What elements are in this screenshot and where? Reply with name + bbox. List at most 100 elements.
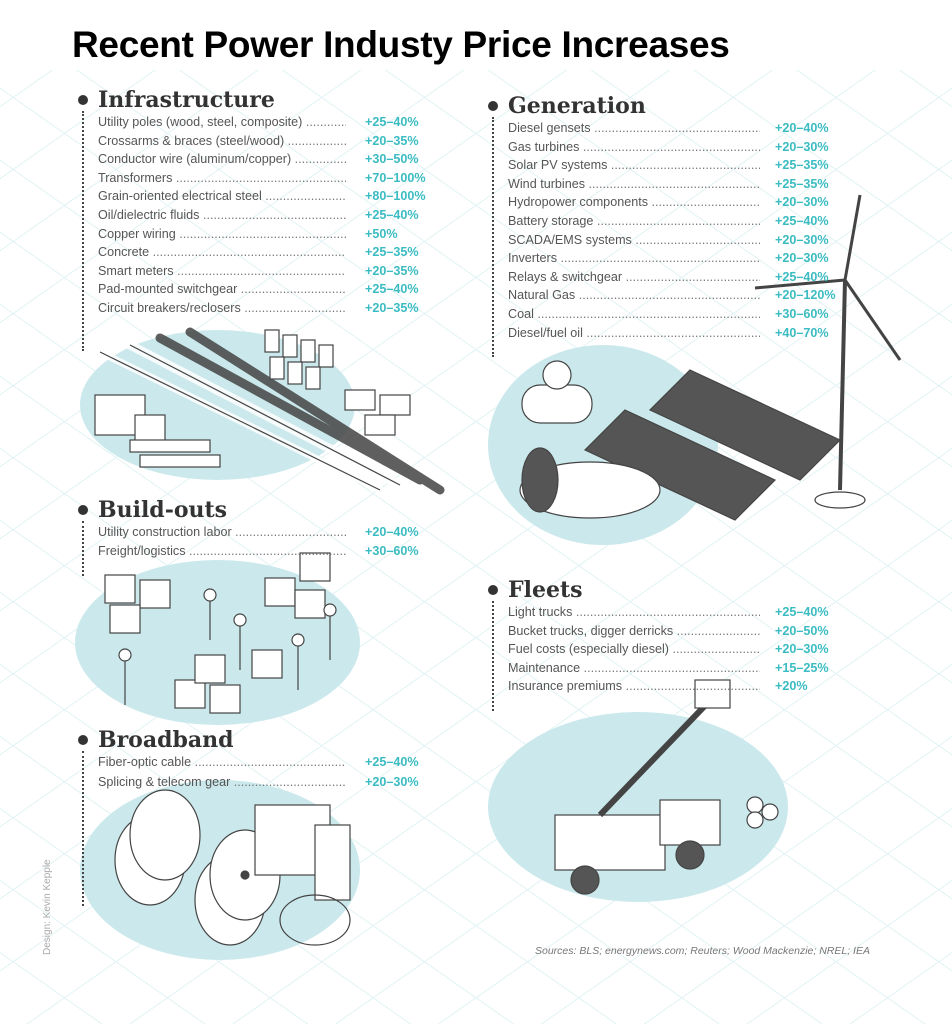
item-value: +30–60%	[775, 306, 829, 321]
section-heading: Generation	[488, 93, 760, 119]
fleets-section: Fleets Light trucks +25–40% Bucket trucks,…	[488, 577, 829, 711]
item-label: Concrete	[98, 243, 346, 262]
bucket-truck-illustration	[554, 679, 779, 895]
generation-section: Generation Diesel gensets +20–40% Gas turb…	[488, 93, 836, 357]
section-heading: Fleets	[488, 577, 760, 603]
item-label: Relays & switchgear	[508, 268, 760, 287]
item-label: Hydropower components	[508, 193, 760, 212]
heading-text: Build-outs	[98, 497, 228, 523]
list-item: Conductor wire (aluminum/copper) +30–50%	[98, 150, 419, 169]
item-value: +80–100%	[365, 189, 426, 204]
item-label: Wind turbines	[508, 175, 760, 194]
bullet-icon	[78, 735, 88, 745]
section-heading: Infrastructure	[78, 87, 346, 113]
item-label: Fuel costs (especially diesel)	[508, 640, 760, 659]
list-item: SCADA/EMS systems +20–30%	[508, 231, 829, 250]
item-label: Utility construction labor	[98, 523, 346, 542]
bullet-icon	[488, 101, 498, 111]
item-value: +25–35%	[775, 176, 829, 191]
section-heading: Build-outs	[78, 497, 346, 523]
diesel-tank-illustration	[521, 360, 593, 424]
item-value: +25–40%	[365, 282, 419, 297]
item-label: Light trucks	[508, 603, 760, 622]
item-value: +40–70%	[775, 325, 829, 340]
list-item: Circuit breakers/reclosers +20–35%	[98, 299, 419, 318]
bullet-icon	[78, 95, 88, 105]
item-value: +20–30%	[775, 139, 829, 154]
insulators-illustration	[264, 329, 334, 390]
wind-turbine-illustration	[754, 194, 902, 509]
list-item: Diesel/fuel oil +40–70%	[508, 324, 829, 343]
item-value: +15–25%	[775, 660, 829, 675]
list-item: Splicing & telecom gear +20–30%	[98, 773, 419, 793]
item-value: +20–35%	[365, 133, 419, 148]
item-value: +20–40%	[775, 121, 829, 135]
buildouts-section: Build-outs Utility construction labor +20…	[78, 497, 419, 576]
infrastructure-section: Infrastructure Utility poles (wood, stee…	[78, 87, 426, 351]
item-label: Oil/dielectric fluids	[98, 206, 346, 225]
list-item: Maintenance +15–25%	[508, 659, 829, 678]
item-value: +25–40%	[365, 755, 419, 769]
item-label: Grain-oriented electrical steel	[98, 187, 346, 206]
list-item: Light trucks +25–40%	[508, 603, 829, 622]
item-value: +20%	[775, 679, 808, 694]
item-label: Smart meters	[98, 262, 346, 281]
item-label: Inverters	[508, 249, 760, 268]
list-item: Gas turbines +20–30%	[508, 138, 829, 157]
item-value: +50%	[365, 226, 398, 241]
list-item: Insurance premiums +20%	[508, 677, 808, 696]
list-item: Bucket trucks, digger derricks +20–50%	[508, 622, 829, 641]
item-value: +20–120%	[775, 288, 836, 303]
crates-and-workers-illustration	[104, 552, 337, 714]
item-label: Pad-mounted switchgear	[98, 280, 346, 299]
list-item: Smart meters +20–35%	[98, 262, 419, 281]
list-item: Inverters +20–30%	[508, 249, 829, 268]
item-value: +20–50%	[775, 623, 829, 638]
list-item: Solar PV systems +25–35%	[508, 156, 829, 175]
list-item: Battery storage +25–40%	[508, 212, 829, 231]
solar-panels-illustration	[583, 369, 842, 521]
sources-note: Sources: BLS; energynews.com; Reuters; W…	[535, 945, 870, 957]
item-label: Crossarms & braces (steel/wood)	[98, 132, 346, 151]
item-label: Copper wiring	[98, 225, 346, 244]
broadband-section: Broadband Fiber-optic cable +25–40% Splici…	[78, 727, 419, 906]
heading-text: Generation	[508, 93, 646, 119]
item-label: Solar PV systems	[508, 156, 760, 175]
item-label: Circuit breakers/reclosers	[98, 299, 346, 318]
item-value: +25–35%	[365, 245, 419, 260]
item-value: +20–30%	[775, 251, 829, 266]
dotted-line	[492, 117, 494, 357]
cable-spools-illustration	[114, 789, 351, 946]
bullet-icon	[78, 505, 88, 515]
item-value: +25–40%	[365, 207, 419, 222]
section-heading: Broadband	[78, 727, 346, 753]
item-value: +25–40%	[365, 115, 419, 129]
item-value: +20–30%	[775, 232, 829, 247]
item-value: +20–30%	[365, 775, 419, 789]
list-item: Crossarms & braces (steel/wood) +20–35%	[98, 132, 419, 151]
list-item: Copper wiring +50%	[98, 225, 398, 244]
item-value: +20–30%	[775, 642, 829, 657]
item-label: Maintenance	[508, 659, 760, 678]
item-label: Gas turbines	[508, 138, 760, 157]
item-label: Utility poles (wood, steel, composite)	[98, 113, 346, 132]
dotted-line	[82, 751, 84, 906]
heading-text: Infrastructure	[98, 87, 275, 113]
item-label: Bucket trucks, digger derricks	[508, 622, 760, 641]
item-value: +20–35%	[365, 300, 419, 315]
list-item: Freight/logistics +30–60%	[98, 542, 419, 561]
item-label: Conductor wire (aluminum/copper)	[98, 150, 346, 169]
list-item: Grain-oriented electrical steel +80–100%	[98, 187, 426, 206]
gas-turbine-illustration	[519, 447, 661, 519]
list-item: Transformers +70–100%	[98, 169, 426, 188]
dotted-line	[82, 111, 84, 351]
item-label: Coal	[508, 305, 760, 324]
list-item: Oil/dielectric fluids +25–40%	[98, 206, 419, 225]
item-label: SCADA/EMS systems	[508, 231, 760, 250]
item-label: Natural Gas	[508, 286, 760, 305]
item-value: +20–30%	[775, 195, 829, 210]
item-label: Freight/logistics	[98, 542, 346, 561]
list-item: Hydropower components +20–30%	[508, 193, 829, 212]
dotted-line	[492, 601, 494, 711]
list-item: Fuel costs (especially diesel) +20–30%	[508, 640, 829, 659]
